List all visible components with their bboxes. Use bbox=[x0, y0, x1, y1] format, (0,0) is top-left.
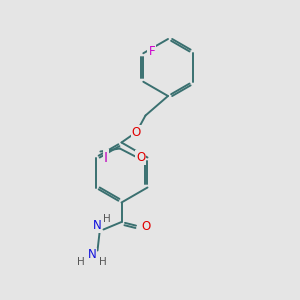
Text: N: N bbox=[88, 248, 97, 262]
Text: N: N bbox=[92, 219, 101, 232]
Text: F: F bbox=[148, 45, 155, 58]
Text: O: O bbox=[142, 220, 151, 233]
Text: O: O bbox=[136, 151, 146, 164]
Text: I: I bbox=[104, 151, 108, 164]
Text: H: H bbox=[77, 257, 85, 267]
Text: H: H bbox=[103, 214, 110, 224]
Text: H: H bbox=[99, 257, 107, 267]
Text: O: O bbox=[132, 125, 141, 139]
